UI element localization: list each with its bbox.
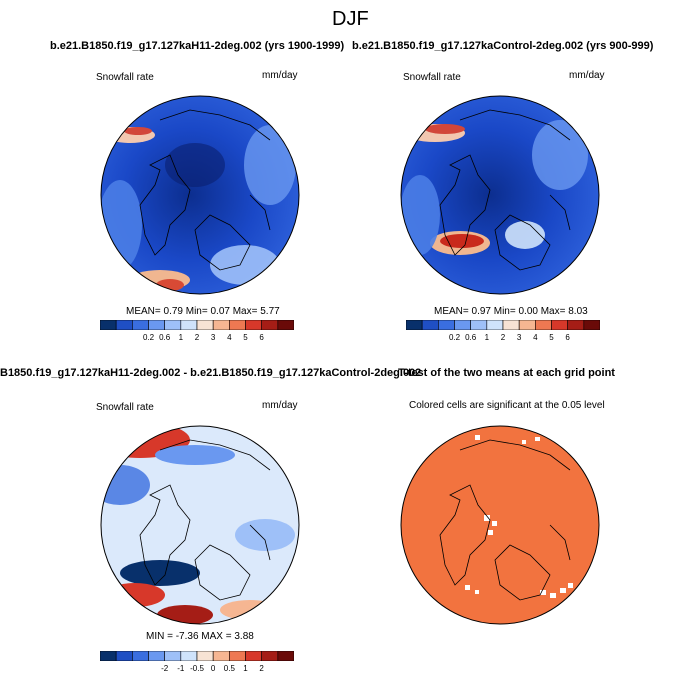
panel2-field-label: Snowfall rate: [403, 72, 461, 83]
page-title: DJF: [332, 8, 369, 30]
panel3-map: [100, 425, 300, 625]
panel2-map: [400, 95, 600, 295]
colorbar-tick-label: 1: [484, 333, 490, 342]
colorbar-tick-label: -1: [177, 664, 185, 673]
colorbar-swatch: [277, 320, 294, 330]
panel2-title: b.e21.B1850.f19_g17.127kaControl-2deg.00…: [352, 40, 654, 52]
colorbar-tick-label: 6: [259, 333, 264, 342]
colorbar-swatch: [486, 320, 504, 330]
panel3-stats: MIN = -7.36 MAX = 3.88: [146, 631, 254, 642]
colorbar-tick-label: 0.2: [142, 333, 155, 342]
colorbar-tick-label: 5: [549, 333, 554, 342]
colorbar-swatch: [115, 320, 133, 330]
panel1-field-label: Snowfall rate: [96, 72, 154, 83]
panel3-colorbar: -2 -1 -0.5 0 0.5 1 2: [100, 651, 294, 677]
colorbar-tick-label: 2: [500, 333, 506, 342]
colorbar-swatch: [164, 320, 182, 330]
colorbar-swatch: [454, 320, 471, 330]
panel1-map: [100, 95, 300, 295]
colorbar-swatch: [196, 651, 214, 661]
colorbar-swatch: [132, 651, 149, 661]
colorbar-swatch: [421, 320, 439, 330]
colorbar-tick-label: 0.5: [223, 664, 235, 673]
colorbar-swatch: [261, 651, 279, 661]
colorbar-tick-label: 3: [210, 333, 216, 342]
colorbar-tick-label: 2: [194, 333, 200, 342]
colorbar-swatch: [245, 320, 262, 330]
colorbar-swatch: [406, 320, 423, 330]
colorbar-tick-label: 5: [243, 333, 248, 342]
colorbar-tick-label: 4: [227, 333, 232, 342]
colorbar-tick-label: -0.5: [190, 664, 204, 673]
colorbar-swatch: [277, 651, 294, 661]
panel2-units: mm/day: [569, 70, 605, 81]
panel4-title: T-test of the two means at each grid poi…: [398, 367, 615, 379]
colorbar-swatch: [212, 320, 230, 330]
panel3-field-label: Snowfall rate: [96, 402, 154, 413]
panel1-title: b.e21.B1850.f19_g17.127kaH11-2deg.002 (y…: [50, 40, 345, 52]
colorbar-swatch: [229, 320, 246, 330]
panel4-subtitle: Colored cells are significant at the 0.0…: [409, 400, 605, 411]
panel1-stats: MEAN= 0.79 Min= 0.07 Max= 5.77: [126, 306, 280, 317]
colorbar-swatch: [245, 651, 262, 661]
panel3-units: mm/day: [262, 400, 298, 411]
colorbar-swatch: [212, 651, 230, 661]
colorbar-tick-label: 0: [210, 664, 216, 673]
colorbar-swatch: [196, 320, 214, 330]
colorbar-swatch: [229, 651, 246, 661]
panel1-units: mm/day: [262, 70, 298, 81]
colorbar-swatch: [502, 320, 520, 330]
panel4-map: [400, 425, 600, 625]
colorbar-tick-label: -2: [161, 664, 169, 673]
colorbar-swatch: [180, 651, 198, 661]
colorbar-swatch: [583, 320, 600, 330]
colorbar-tick-label: 0.6: [159, 333, 171, 342]
colorbar-swatch: [148, 320, 165, 330]
colorbar-swatch: [551, 320, 568, 330]
colorbar-swatch: [180, 320, 198, 330]
colorbar-swatch: [100, 320, 117, 330]
colorbar-swatch: [518, 320, 536, 330]
colorbar-swatch: [148, 651, 165, 661]
colorbar-swatch: [261, 320, 279, 330]
colorbar-tick-label: 6: [565, 333, 570, 342]
colorbar-swatch: [115, 651, 133, 661]
colorbar-tick-label: 0.2: [448, 333, 461, 342]
colorbar-tick-label: 1: [243, 664, 248, 673]
panel2-stats: MEAN= 0.97 Min= 0.00 Max= 8.03: [434, 306, 588, 317]
colorbar-tick-label: 0.6: [465, 333, 477, 342]
panel2-colorbar: 0.2 0.6 1 2 3 4 5 6: [406, 320, 600, 346]
colorbar-swatch: [132, 320, 149, 330]
colorbar-swatch: [535, 320, 552, 330]
colorbar-tick-label: 3: [516, 333, 522, 342]
panel3-title: B1850.f19_g17.127kaH11-2deg.002 - b.e21.…: [0, 367, 422, 379]
colorbar-swatch: [438, 320, 455, 330]
colorbar-tick-label: 2: [259, 664, 264, 673]
colorbar-swatch: [470, 320, 488, 330]
panel1-colorbar: 0.2 0.6 1 2 3 4 5 6: [100, 320, 294, 346]
colorbar-tick-label: 4: [533, 333, 538, 342]
colorbar-swatch: [567, 320, 585, 330]
colorbar-tick-label: 1: [178, 333, 184, 342]
colorbar-swatch: [164, 651, 182, 661]
colorbar-swatch: [100, 651, 117, 661]
